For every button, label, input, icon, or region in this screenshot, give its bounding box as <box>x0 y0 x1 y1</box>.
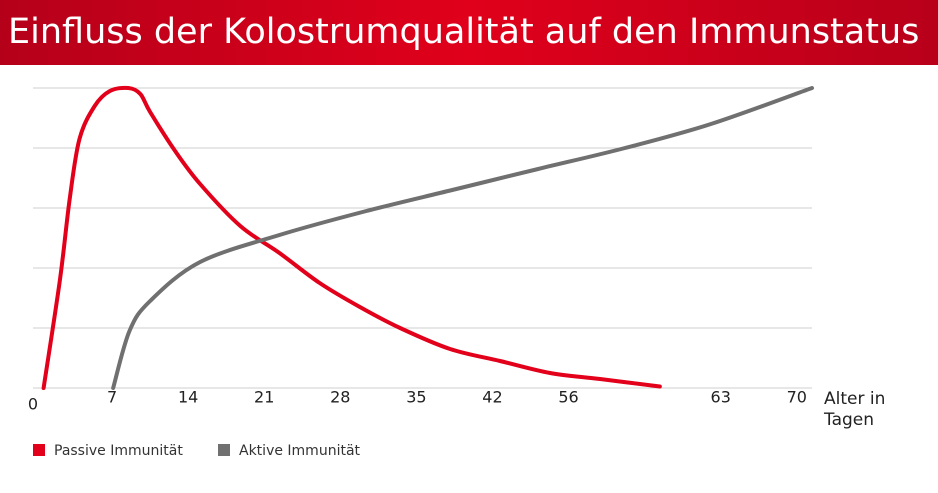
x-tick-label: 7 <box>107 388 117 407</box>
x-tick-label: 35 <box>406 388 426 407</box>
x-tick-label: 14 <box>178 388 198 407</box>
data-line <box>41 85 662 390</box>
x-tick-label: 28 <box>330 388 350 407</box>
legend-label: Aktive Immunität <box>239 443 361 459</box>
legend-label: Passive Immunität <box>54 443 183 459</box>
title-band <box>0 0 938 65</box>
x-tick-label: 42 <box>482 388 502 407</box>
x-tick-label: 56 <box>558 388 578 407</box>
x-tick-label: 21 <box>254 388 274 407</box>
x-axis-label: Alter in Tagen <box>823 389 885 430</box>
legend-swatch <box>218 444 230 456</box>
x-tick-label: 63 <box>711 388 731 407</box>
data-line <box>111 86 814 390</box>
x-tick-label: 0 <box>28 395 38 414</box>
x-tick-label: 70 <box>787 388 807 407</box>
legend-swatch <box>33 444 45 456</box>
chart-title: Einfluss der Kolostrumqualität auf den I… <box>8 12 919 52</box>
